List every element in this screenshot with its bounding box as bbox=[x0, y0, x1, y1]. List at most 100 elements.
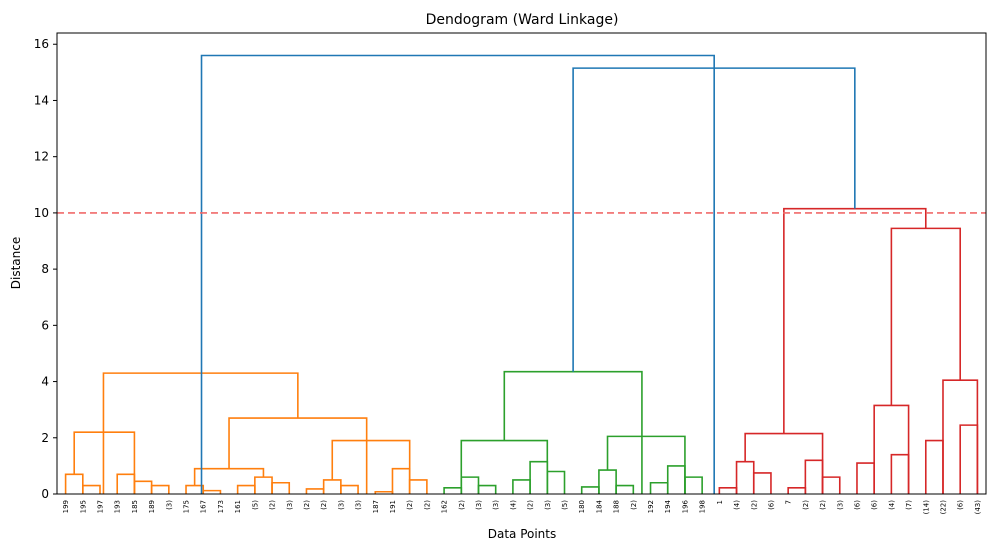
x-axis-label: Data Points bbox=[488, 527, 557, 541]
x-tick-label: (3) bbox=[286, 500, 294, 510]
dendrogram-link bbox=[408, 479, 428, 494]
plot-frame bbox=[56, 32, 987, 495]
chart-title: Dendogram (Ward Linkage) bbox=[426, 12, 619, 28]
dendrogram-link bbox=[460, 439, 549, 494]
x-tick-label: 189 bbox=[148, 500, 156, 513]
dendrogram-link bbox=[443, 487, 463, 494]
x-tick-label: (14) bbox=[922, 500, 930, 515]
dendrogram-link bbox=[391, 467, 411, 494]
x-tick-label: (22) bbox=[939, 500, 947, 515]
dendrogram-link bbox=[133, 480, 153, 494]
dendrogram-link bbox=[512, 479, 531, 494]
x-tick-label: (2) bbox=[630, 500, 638, 510]
x-tick-label: 195 bbox=[79, 500, 87, 513]
x-tick-label: (3) bbox=[355, 500, 363, 510]
y-axis: 0 2 4 6 8 10 12 14 16 bbox=[34, 37, 57, 501]
x-tick-label: 185 bbox=[131, 500, 139, 513]
dendrogram-link bbox=[271, 481, 291, 494]
y-tick-label: 12 bbox=[34, 150, 49, 164]
dendrogram-link bbox=[82, 484, 101, 494]
dendrogram-link bbox=[460, 476, 480, 494]
dendrogram-link bbox=[116, 473, 136, 494]
x-tick-label: (6) bbox=[767, 500, 775, 510]
x-tick-label: (2) bbox=[527, 500, 535, 510]
dendrogram-link bbox=[752, 472, 772, 494]
dendrogram-link bbox=[924, 439, 944, 494]
x-tick-label: (5) bbox=[251, 500, 259, 510]
x-tick-label: (3) bbox=[544, 500, 552, 510]
y-tick-label: 14 bbox=[34, 93, 49, 107]
y-axis-label: Distance bbox=[9, 237, 23, 289]
y-tick-label: 6 bbox=[41, 318, 49, 332]
x-tick-label: (6) bbox=[957, 500, 965, 510]
dendrogram-link bbox=[744, 432, 824, 494]
dendrogram-link bbox=[718, 487, 738, 494]
x-tick-label: 180 bbox=[578, 500, 586, 513]
x-tick-label: (2) bbox=[423, 500, 431, 510]
x-tick-label: 162 bbox=[441, 500, 449, 513]
x-tick-label: 192 bbox=[647, 500, 655, 513]
dendrogram-link bbox=[202, 489, 222, 494]
dendrogram-link bbox=[615, 484, 635, 494]
dendrogram-link bbox=[185, 484, 205, 494]
x-tick-label: (4) bbox=[733, 500, 741, 510]
x-axis: 199 195 197 193 185 189 (3) 175 167 173 161 (5) (2) (… bbox=[62, 499, 982, 514]
x-tick-label: (2) bbox=[406, 500, 414, 510]
dendrogram-link bbox=[821, 476, 841, 494]
dendrogram-link bbox=[546, 470, 566, 494]
x-tick-label: (3) bbox=[836, 500, 844, 510]
x-tick-label: (2) bbox=[802, 500, 810, 510]
dendrogram-link bbox=[684, 476, 703, 494]
x-tick-label: (3) bbox=[492, 500, 500, 510]
x-tick-label: 198 bbox=[699, 500, 707, 513]
x-tick-label: 199 bbox=[62, 500, 70, 513]
x-tick-label: 175 bbox=[183, 500, 191, 513]
x-tick-label: (3) bbox=[337, 500, 345, 510]
dendrogram-link bbox=[890, 227, 961, 406]
dendrogram-link bbox=[787, 487, 807, 494]
x-tick-label: (7) bbox=[905, 500, 913, 510]
x-tick-label: (2) bbox=[320, 500, 328, 510]
x-tick-label: 173 bbox=[217, 500, 225, 513]
dendrogram-link bbox=[856, 462, 875, 494]
x-tick-label: (6) bbox=[853, 500, 861, 510]
dendrogram-link bbox=[804, 459, 824, 494]
x-tick-label: (2) bbox=[269, 500, 277, 510]
x-tick-label: 161 bbox=[234, 500, 242, 513]
x-tick-label: 193 bbox=[114, 500, 122, 513]
dendrogram-link bbox=[580, 486, 600, 494]
x-tick-label: 184 bbox=[595, 499, 603, 513]
y-tick-label: 2 bbox=[41, 431, 49, 445]
dendrogram-links bbox=[64, 54, 979, 494]
x-tick-label: 167 bbox=[200, 500, 208, 513]
x-tick-label: 187 bbox=[372, 500, 380, 513]
x-tick-label: (2) bbox=[458, 500, 466, 510]
dendrogram-link bbox=[606, 435, 686, 494]
y-tick-label: 8 bbox=[41, 262, 49, 276]
x-tick-label: (6) bbox=[871, 500, 879, 510]
dendrogram-link bbox=[200, 54, 715, 494]
dendrogram-link bbox=[150, 484, 170, 494]
y-tick-label: 4 bbox=[41, 375, 49, 389]
x-tick-label: 196 bbox=[681, 499, 689, 513]
dendrogram-link bbox=[305, 488, 325, 494]
dendrogram-link bbox=[340, 484, 359, 494]
x-tick-label: (2) bbox=[303, 500, 311, 510]
dendrogram-link bbox=[598, 469, 617, 494]
dendrogram-link bbox=[193, 467, 265, 486]
x-tick-label: (2) bbox=[750, 500, 758, 510]
dendrogram-link bbox=[959, 424, 979, 494]
dendrogram-link bbox=[254, 476, 273, 494]
x-tick-label: (43) bbox=[974, 500, 982, 515]
dendrogram-link bbox=[228, 417, 368, 494]
dendrogram-link bbox=[102, 372, 299, 494]
y-tick-label: 10 bbox=[34, 206, 49, 220]
dendrogram-link bbox=[331, 439, 411, 494]
x-tick-label: 194 bbox=[664, 499, 672, 513]
dendrogram-link bbox=[64, 473, 84, 494]
dendrogram-link bbox=[529, 460, 549, 494]
dendrogram-link bbox=[649, 481, 669, 494]
dendrogram-link bbox=[477, 484, 497, 494]
x-tick-label: 191 bbox=[389, 500, 397, 513]
